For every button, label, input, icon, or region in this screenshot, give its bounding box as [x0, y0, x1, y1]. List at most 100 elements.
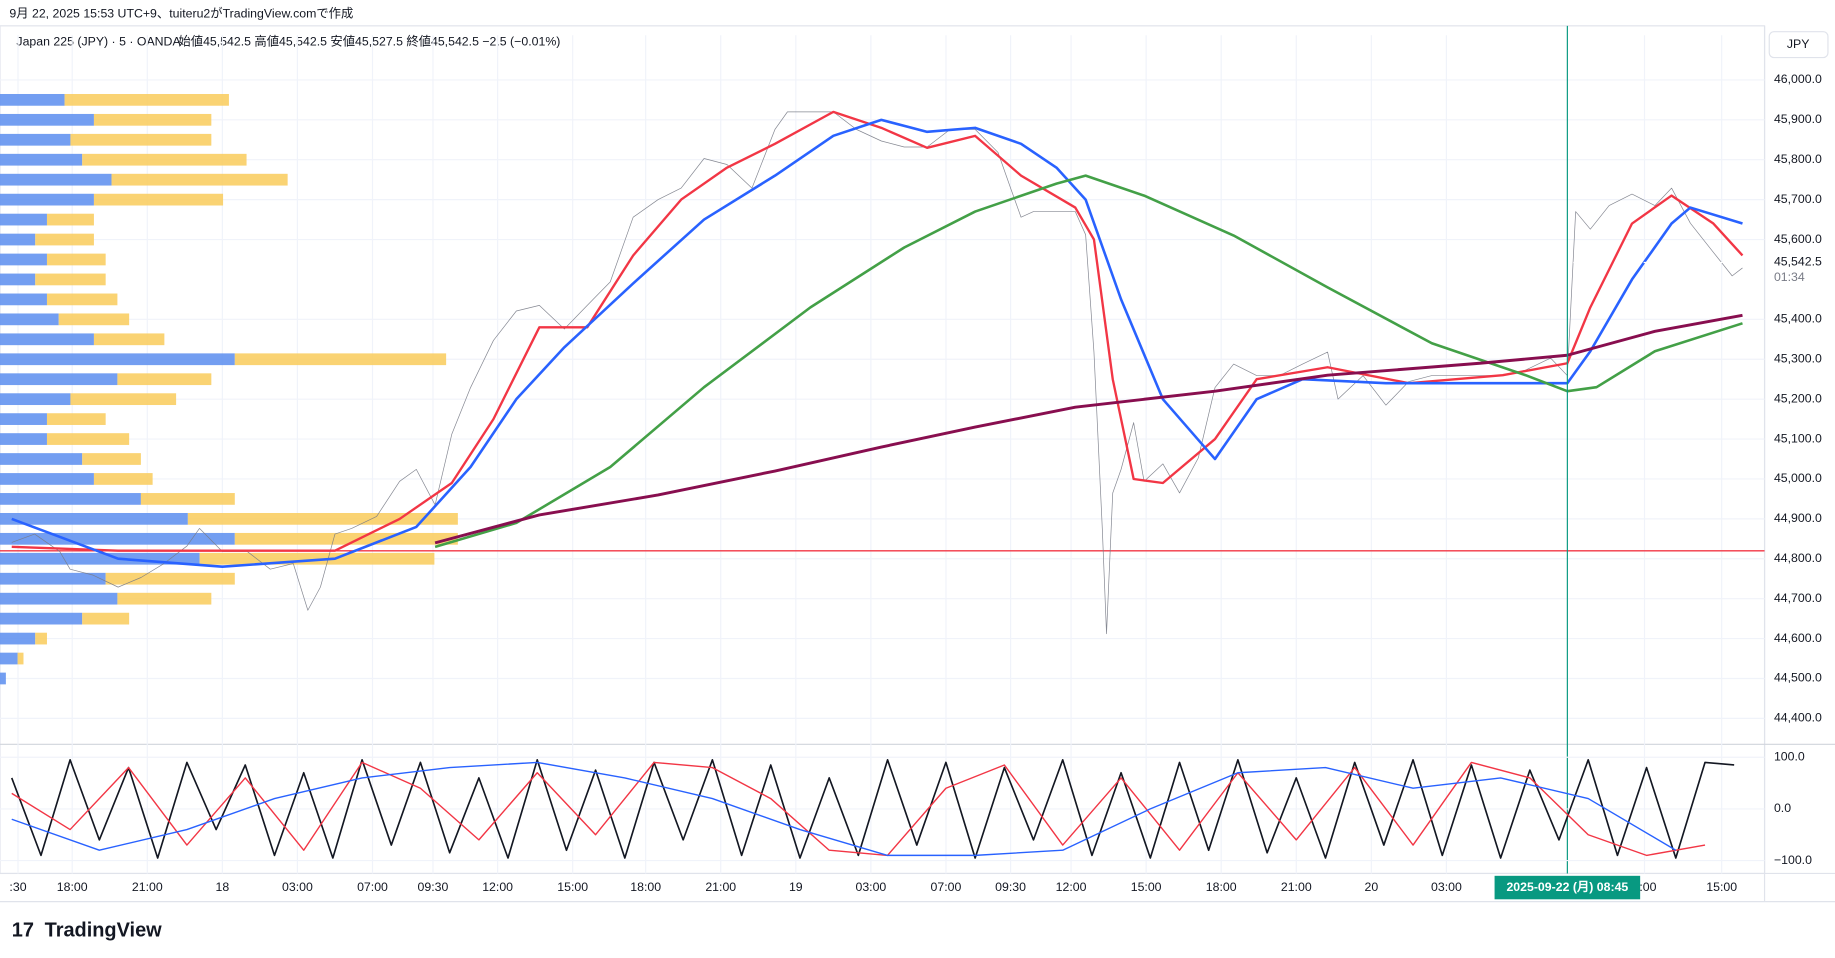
- profile-up: [0, 133, 71, 146]
- profile-down: [46, 253, 106, 266]
- ohlc: 始値45,542.5 高値45,542.5 安値45,527.5 終値45,54…: [178, 34, 560, 49]
- profile-up: [0, 213, 47, 226]
- profile-up: [0, 532, 235, 545]
- profile-up: [0, 572, 106, 585]
- profile-down: [93, 333, 165, 346]
- y-tick-label: 44,700.0: [1774, 591, 1822, 605]
- profile-up: [0, 632, 36, 645]
- currency: JPY: [1787, 37, 1810, 51]
- profile-down: [35, 233, 94, 246]
- profile-up: [0, 173, 112, 186]
- profile-down: [111, 173, 288, 186]
- y-tick-label: 44,400.0: [1774, 711, 1822, 725]
- y-tick-label: 45,200.0: [1774, 391, 1822, 405]
- y-tick-label: 45,400.0: [1774, 312, 1822, 326]
- profile-down: [46, 413, 106, 425]
- profile-up: [0, 93, 65, 106]
- x-tick-label: 18:00: [57, 880, 88, 894]
- profile-down: [234, 353, 447, 366]
- x-tick-label: 09:30: [418, 880, 449, 894]
- profile-down: [46, 213, 94, 226]
- x-tick-label: 21:00: [132, 880, 163, 894]
- x-tick-label: 03:00: [1431, 880, 1462, 894]
- profile-up: [0, 333, 94, 346]
- y-tick-label: 46,000.0: [1774, 72, 1822, 86]
- y-tick-label: 45,900.0: [1774, 112, 1822, 126]
- x-tick-label: 15:00: [1131, 880, 1162, 894]
- profile-up: [0, 493, 141, 505]
- profile-down: [93, 473, 153, 485]
- x-tick-label: 20: [1364, 880, 1378, 894]
- y-tick-label: 45,300.0: [1774, 351, 1822, 365]
- y-tick-label: 45,100.0: [1774, 431, 1822, 445]
- x-tick-label: 03:00: [282, 880, 313, 894]
- profile-up: [0, 413, 47, 425]
- profile-up: [0, 552, 200, 565]
- profile-up: [0, 233, 36, 246]
- profile-up: [0, 353, 235, 366]
- y-tick-label: 0.0: [1774, 801, 1791, 815]
- chart-layer: 44,400.0 44,500.0 44,600.0 44,700.0 44,800.0…: [0, 25, 1822, 900]
- y-tick-label: −100.0: [1774, 853, 1812, 867]
- profile-up: [0, 253, 47, 266]
- profile-up: [0, 473, 94, 485]
- x-tick-label: 21:00: [1281, 880, 1312, 894]
- logo: 17 TradingView: [12, 919, 162, 941]
- profile-up: [0, 293, 47, 306]
- currency-box[interactable]: [1768, 31, 1829, 59]
- profile-down: [58, 313, 130, 326]
- x-tick-label: 21:00: [705, 880, 736, 894]
- profile-up: [0, 393, 71, 406]
- profile-up: [0, 652, 18, 665]
- profile-down: [93, 113, 212, 126]
- profile-down: [117, 373, 212, 386]
- y-tick-label: 100.0: [1774, 749, 1805, 763]
- y-tick-label: 45,600.0: [1774, 232, 1822, 246]
- cursor-label: 2025-09-22 (月) 08:45: [1506, 880, 1628, 894]
- x-tick-label: 07:00: [357, 880, 388, 894]
- last-price: 45,542.5: [1774, 255, 1822, 269]
- series-line: [434, 174, 1743, 549]
- series-line: [11, 761, 1706, 857]
- x-tick-label: 12:00: [482, 880, 513, 894]
- profile-up: [0, 273, 36, 286]
- y-tick-label: 44,600.0: [1774, 631, 1822, 645]
- profile-down: [82, 153, 247, 166]
- profile-up: [0, 313, 59, 326]
- logo-mark: 17: [12, 919, 34, 941]
- y-tick-label: 45,800.0: [1774, 152, 1822, 166]
- y-tick-label: 44,500.0: [1774, 671, 1822, 685]
- y-tick-label: 44,800.0: [1774, 551, 1822, 565]
- symbol: Japan 225 (JPY) · 5 · OANDA: [16, 35, 181, 49]
- y-tick-label: 44,900.0: [1774, 511, 1822, 525]
- y-tick-label: 45,700.0: [1774, 192, 1822, 206]
- logo-text: TradingView: [45, 919, 163, 941]
- profile-up: [0, 453, 83, 465]
- profile-down: [35, 632, 47, 645]
- x-tick-label: 15:00: [1706, 880, 1737, 894]
- created-note: 9月 22, 2025 15:53 UTC+9、tuiteru2がTrading…: [9, 5, 353, 20]
- x-tick-label: 12:00: [1056, 880, 1087, 894]
- cursor-label-box: [1494, 875, 1641, 900]
- profile-up: [0, 373, 118, 386]
- profile-up: [0, 512, 188, 525]
- profile-down: [187, 512, 458, 525]
- profile-down: [35, 273, 106, 286]
- profile-down: [82, 612, 130, 625]
- x-tick-label: 07:00: [931, 880, 962, 894]
- profile-up: [0, 193, 94, 206]
- series-line: [11, 761, 1677, 857]
- profile-down: [234, 532, 458, 545]
- profile-down: [105, 572, 235, 585]
- profile-down: [117, 592, 212, 605]
- profile-up: [0, 433, 47, 445]
- profile-down: [64, 93, 229, 106]
- y-tick-label: 45,000.0: [1774, 471, 1822, 485]
- series-line: [10, 759, 1735, 859]
- profile-up: [0, 612, 83, 625]
- profile-up: [0, 672, 6, 685]
- profile-up: [0, 153, 83, 166]
- x-tick-label: 19: [789, 880, 803, 894]
